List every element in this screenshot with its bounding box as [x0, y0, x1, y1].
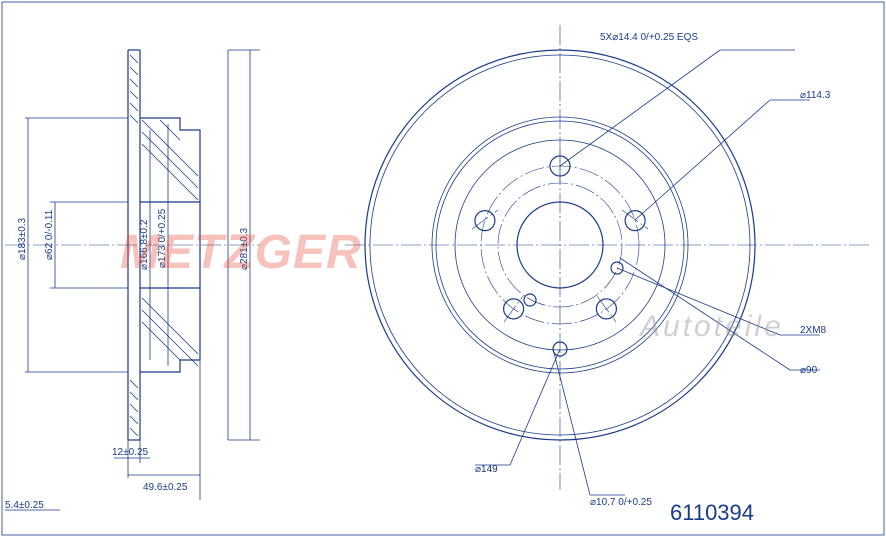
side-view	[5, 50, 260, 510]
dim-pilot: ⌀10.7 0/+0.25	[590, 497, 652, 508]
dim-outer-diameter: ⌀183±0.3	[17, 217, 28, 260]
dim-bolt-pattern: 5X⌀14.4 0/+0.25 EQS	[600, 32, 698, 43]
dim-locating: ⌀149	[475, 464, 498, 475]
watermark-sub: Autoteile	[640, 310, 784, 344]
dim-thickness: 12±0.25	[112, 447, 149, 458]
dim-depth: 49.6±0.25	[143, 482, 188, 493]
dim-pcd: ⌀114.3	[800, 90, 831, 101]
dim-offset: 5.4±0.25	[5, 500, 44, 511]
dim-thread: 2XM8	[800, 325, 827, 336]
part-number: 6110394	[670, 500, 754, 526]
dim-thread-circle: ⌀90	[800, 365, 818, 376]
front-view	[345, 25, 870, 495]
watermark-main: METZGER	[120, 225, 362, 280]
dim-hub-diameter: ⌀62 0/-0.11	[44, 209, 55, 260]
